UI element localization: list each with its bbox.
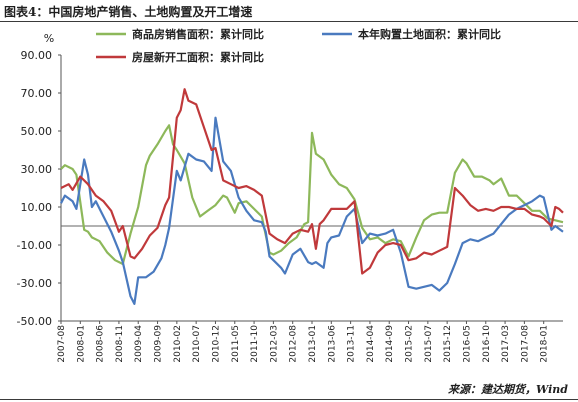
legend-label-2: 本年购置土地面积：累计同比: [358, 27, 501, 41]
y-tick-label: 70.00: [21, 87, 53, 100]
x-tick-label: 2010-12: [211, 325, 221, 363]
x-tick-label: 2013-01: [308, 325, 318, 363]
legend-label-3: 房屋新开工面积：累计同比: [132, 50, 264, 64]
x-tick-label: 2013-11: [347, 325, 357, 363]
y-tick-label: 10.00: [21, 201, 53, 214]
x-tick-label: 2014-04: [366, 325, 376, 363]
x-tick-label: 2015-12: [443, 325, 453, 363]
x-tick-label: 2012-03: [269, 325, 279, 363]
x-tick-label: 2007-08: [57, 325, 67, 363]
x-tick-label: 2010-07: [192, 325, 202, 363]
y-tick-label: 30.00: [21, 163, 53, 176]
x-tick-label: 2017-08: [520, 325, 530, 363]
x-tick-label: 2009-04: [134, 325, 144, 363]
y-tick-label: 50.00: [21, 125, 53, 138]
chart-title: 图表4：中国房地产销售、土地购置及开工增速: [4, 5, 253, 19]
y-axis-unit: %: [44, 32, 54, 45]
x-tick-label: 2008-01: [76, 325, 86, 363]
bottom-divider: [0, 399, 578, 400]
y-tick-label: -10.00: [17, 239, 52, 252]
x-tick-label: 2008-11: [115, 325, 125, 363]
x-tick-label: 2018-01: [540, 325, 550, 363]
series-line-2: [60, 116, 564, 305]
series-line-1: [60, 124, 564, 266]
x-tick-label: 2013-06: [327, 325, 337, 363]
x-tick-label: 2015-02: [405, 325, 415, 363]
x-tick-label: 2016-10: [482, 325, 492, 363]
y-tick-label: -50.00: [17, 315, 52, 328]
x-tick-label: 2017-03: [501, 325, 511, 363]
title-divider: [0, 21, 578, 22]
x-tick-label: 2016-05: [462, 325, 472, 363]
x-tick-label: 2010-02: [173, 325, 183, 363]
x-tick-label: 2008-06: [96, 325, 106, 363]
y-tick-label: -30.00: [17, 277, 52, 290]
x-tick-label: 2009-09: [154, 325, 164, 363]
x-tick-label: 2011-10: [250, 325, 260, 363]
y-tick-label: 90.00: [21, 49, 53, 62]
series-line-3: [60, 88, 564, 275]
x-tick-label: 2012-08: [289, 325, 299, 363]
source-note: 来源：建达期货，Wind: [447, 383, 568, 396]
line-chart: % 90.00 70.00 50.00 30.00 10.00 -10.00 -30.00 -5…: [17, 27, 564, 363]
x-tick-label: 2015-07: [424, 325, 434, 363]
x-tick-label: 2014-09: [385, 325, 395, 363]
x-tick-label: 2011-05: [231, 325, 241, 363]
title-bar: 图表4：中国房地产销售、土地购置及开工增速: [0, 0, 578, 22]
legend-label-1: 商品房销售面积：累计同比: [132, 27, 264, 41]
